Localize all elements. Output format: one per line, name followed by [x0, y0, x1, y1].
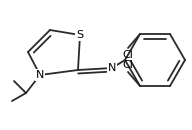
Text: N: N: [36, 70, 44, 80]
Text: Cl: Cl: [122, 50, 133, 60]
Text: S: S: [76, 30, 84, 40]
Text: Cl: Cl: [122, 60, 133, 70]
Text: N: N: [108, 63, 116, 73]
